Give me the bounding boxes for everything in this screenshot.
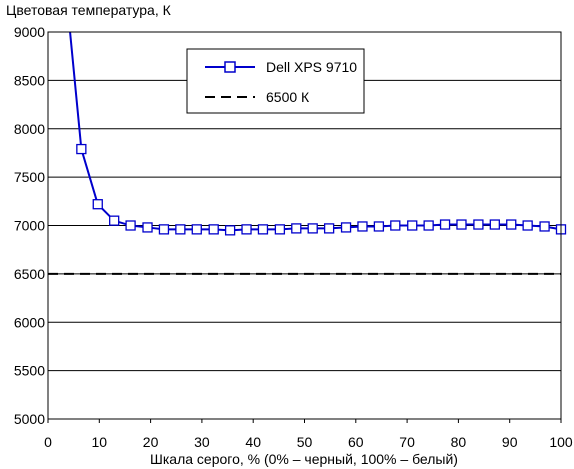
data-point-dell bbox=[457, 220, 466, 229]
data-point-dell bbox=[275, 225, 284, 234]
data-point-dell bbox=[258, 225, 267, 234]
x-tick-label: 90 bbox=[502, 434, 518, 450]
data-point-dell bbox=[308, 224, 317, 233]
data-point-dell bbox=[474, 220, 483, 229]
data-point-dell bbox=[507, 220, 516, 229]
data-point-dell bbox=[424, 221, 433, 230]
x-axis-title: Шкала серого, % (0% – черный, 100% – бел… bbox=[150, 451, 458, 467]
x-tick-labels: 0 10 20 30 40 50 60 70 80 90 100 bbox=[44, 419, 573, 450]
legend-label-6500: 6500 К bbox=[266, 89, 310, 105]
y-tick-label: 6500 bbox=[14, 266, 45, 282]
data-point-dell bbox=[242, 225, 251, 234]
data-point-dell bbox=[540, 222, 549, 231]
legend: Dell XPS 9710 6500 К bbox=[187, 49, 364, 113]
data-point-dell bbox=[77, 145, 86, 154]
data-point-dell bbox=[159, 225, 168, 234]
y-tick-label: 5500 bbox=[14, 363, 45, 379]
data-point-dell bbox=[143, 223, 152, 232]
data-point-dell bbox=[126, 221, 135, 230]
data-point-dell bbox=[110, 216, 119, 225]
x-tick-label: 10 bbox=[92, 434, 108, 450]
data-point-dell bbox=[176, 225, 185, 234]
data-point-dell bbox=[490, 220, 499, 229]
y-tick-label: 6000 bbox=[14, 314, 45, 330]
data-point-dell bbox=[342, 223, 351, 232]
x-tick-label: 100 bbox=[549, 434, 573, 450]
data-point-dell bbox=[441, 220, 450, 229]
y-tick-label: 5000 bbox=[14, 411, 45, 427]
y-tick-label: 8000 bbox=[14, 121, 45, 137]
x-tick-label: 30 bbox=[194, 434, 210, 450]
y-tick-label: 7500 bbox=[14, 169, 45, 185]
x-tick-label: 60 bbox=[348, 434, 364, 450]
data-point-dell bbox=[209, 225, 218, 234]
data-point-dell bbox=[93, 200, 102, 209]
data-point-dell bbox=[226, 226, 235, 235]
data-point-dell bbox=[192, 225, 201, 234]
data-point-dell bbox=[292, 224, 301, 233]
data-point-dell bbox=[358, 222, 367, 231]
data-point-dell bbox=[408, 221, 417, 230]
x-tick-label: 20 bbox=[143, 434, 159, 450]
x-tick-label: 70 bbox=[399, 434, 415, 450]
data-point-dell bbox=[391, 221, 400, 230]
data-point-dell bbox=[374, 222, 383, 231]
x-tick-label: 50 bbox=[297, 434, 313, 450]
data-point-dell bbox=[325, 224, 334, 233]
x-tick-label: 40 bbox=[245, 434, 261, 450]
y-tick-label: 7000 bbox=[14, 218, 45, 234]
y-tick-labels: 5000 5500 6000 6500 7000 7500 8000 8500 9000 bbox=[14, 24, 45, 427]
y-tick-label: 8500 bbox=[14, 72, 45, 88]
x-tick-label: 80 bbox=[451, 434, 467, 450]
y-axis-title: Цветовая температура, К bbox=[6, 2, 172, 18]
data-point-dell bbox=[523, 221, 532, 230]
y-tick-label: 9000 bbox=[14, 24, 45, 40]
legend-label-dell: Dell XPS 9710 bbox=[266, 59, 357, 75]
x-tick-label: 0 bbox=[44, 434, 52, 450]
legend-marker-dell bbox=[225, 62, 235, 72]
